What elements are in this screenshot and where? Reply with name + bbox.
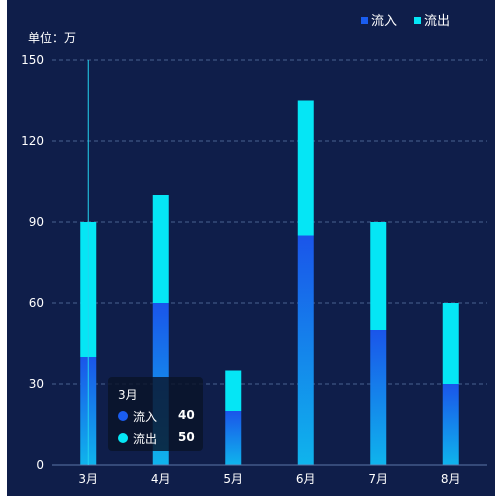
tooltip-dot-outflow [118,433,128,443]
y-tick-label: 0 [36,458,44,472]
bar-outflow[interactable] [370,222,387,330]
y-axis: 0 30 60 90 120 150 [21,53,44,472]
y-tick-label: 90 [29,215,44,229]
unit-label: 单位：万 [28,30,76,45]
x-tick-label: 7月 [368,472,388,486]
bar-outflow[interactable] [225,370,242,412]
y-tick-label: 60 [29,296,44,310]
legend-label[interactable]: 流出 [424,14,450,29]
tooltip-row-inflow: 流入 40 [118,408,198,424]
legend-swatch[interactable] [361,17,368,24]
y-tick-label: 30 [29,377,44,391]
x-tick-label: 4月 [151,472,171,486]
x-axis: 3月 4月 5月 6月 7月 8月 [52,464,487,486]
tooltip-dot-inflow [118,411,128,421]
x-tick-label: 8月 [441,472,461,486]
y-tick-label: 150 [21,53,44,67]
tooltip: 3月 流入 40 流出 50 [108,377,203,451]
tooltip-series-value: 50 [178,430,195,444]
x-tick-label: 5月 [223,472,243,486]
x-tick-label: 3月 [78,472,98,486]
bar-outflow[interactable] [152,195,169,303]
legend-swatch[interactable] [414,17,421,24]
tooltip-series-name: 流入 [133,410,158,424]
bar-inflow[interactable] [225,411,242,465]
legend-label[interactable]: 流入 [371,14,397,29]
bar-outflow[interactable] [297,100,314,236]
x-tick-label: 6月 [296,472,316,486]
grid-lines [52,59,487,385]
y-tick-label: 120 [21,134,44,148]
bar-outflow[interactable] [442,303,459,384]
tooltip-row-outflow: 流出 50 [118,430,198,446]
bar-inflow[interactable] [297,235,314,466]
tooltip-series-name: 流出 [133,432,158,446]
bar-inflow[interactable] [442,384,459,465]
legend[interactable]: 流入 流出 [361,14,450,29]
bar-inflow[interactable] [370,330,387,465]
tooltip-title: 3月 [118,388,138,402]
tooltip-series-value: 40 [178,408,195,422]
